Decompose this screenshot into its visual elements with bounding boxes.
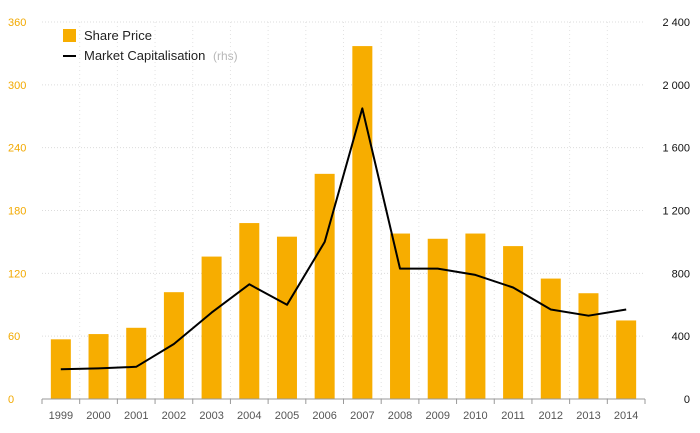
legend-label-market-cap-group: Market Capitalisation (rhs) bbox=[84, 48, 238, 63]
line-market-capitalisation bbox=[60, 107, 627, 371]
x-tick-label: 2010 bbox=[463, 410, 487, 422]
x-tick-label: 2008 bbox=[388, 410, 412, 422]
bar-share-price bbox=[465, 233, 486, 399]
y-left-tick-label: 0 bbox=[8, 394, 14, 406]
y-left-tick-label: 360 bbox=[8, 17, 26, 29]
bar-share-price bbox=[239, 223, 260, 399]
legend-label-market-cap: Market Capitalisation bbox=[84, 48, 205, 63]
x-tick-label: 2006 bbox=[312, 410, 336, 422]
bar-share-price bbox=[540, 278, 561, 399]
y-right-tick-label: 400 bbox=[672, 331, 690, 343]
bar-share-price bbox=[578, 293, 599, 399]
x-tick-label: 2009 bbox=[425, 410, 449, 422]
legend: Share Price Market Capitalisation (rhs) bbox=[63, 28, 238, 63]
x-tick-label: 2000 bbox=[86, 410, 110, 422]
x-tick-label: 2002 bbox=[162, 410, 186, 422]
bar-share-price bbox=[352, 46, 373, 399]
bar-share-price bbox=[88, 334, 109, 399]
y-right-tick-label: 2 000 bbox=[662, 80, 690, 92]
x-tick-label: 2003 bbox=[199, 410, 223, 422]
bar-share-price bbox=[276, 236, 297, 399]
y-right-tick-label: 0 bbox=[684, 394, 690, 406]
y-right-tick-label: 1 200 bbox=[662, 206, 690, 218]
x-tick-label: 2012 bbox=[539, 410, 563, 422]
x-tick-label: 2014 bbox=[614, 410, 638, 422]
y-right-tick-label: 2 400 bbox=[662, 17, 690, 29]
y-left-tick-label: 300 bbox=[8, 80, 26, 92]
bar-share-price bbox=[616, 320, 637, 399]
y-left-tick-label: 120 bbox=[8, 268, 26, 280]
x-tick-label: 1999 bbox=[49, 410, 73, 422]
legend-swatch-share-price bbox=[63, 29, 76, 42]
y-right-tick-label: 800 bbox=[672, 268, 690, 280]
legend-label-share-price: Share Price bbox=[84, 28, 152, 43]
y-left-tick-label: 240 bbox=[8, 143, 26, 155]
axes: 0 0 60 400 120 800 180 1 200 240 1 600 300 2 000 360… bbox=[8, 17, 690, 422]
x-tick-label: 2005 bbox=[275, 410, 299, 422]
bar-share-price bbox=[126, 327, 147, 399]
x-tick-label: 2013 bbox=[576, 410, 600, 422]
y-left-tick-label: 60 bbox=[8, 331, 20, 343]
line-series-market-cap bbox=[60, 107, 627, 371]
bar-share-price bbox=[314, 173, 335, 399]
x-tick-label: 2011 bbox=[501, 410, 525, 422]
y-right-tick-label: 1 600 bbox=[662, 143, 690, 155]
bar-share-price bbox=[163, 292, 184, 399]
y-left-tick-label: 180 bbox=[8, 206, 26, 218]
bar-share-price bbox=[503, 246, 524, 399]
x-tick-label: 2007 bbox=[350, 410, 374, 422]
bar-share-price bbox=[390, 233, 411, 399]
x-tick-label: 2001 bbox=[124, 410, 148, 422]
legend-label-rhs: (rhs) bbox=[213, 49, 238, 63]
bar-share-price bbox=[201, 256, 222, 399]
gridlines bbox=[42, 21, 645, 399]
x-tick-label: 2004 bbox=[237, 410, 261, 422]
bar-share-price bbox=[427, 238, 448, 399]
